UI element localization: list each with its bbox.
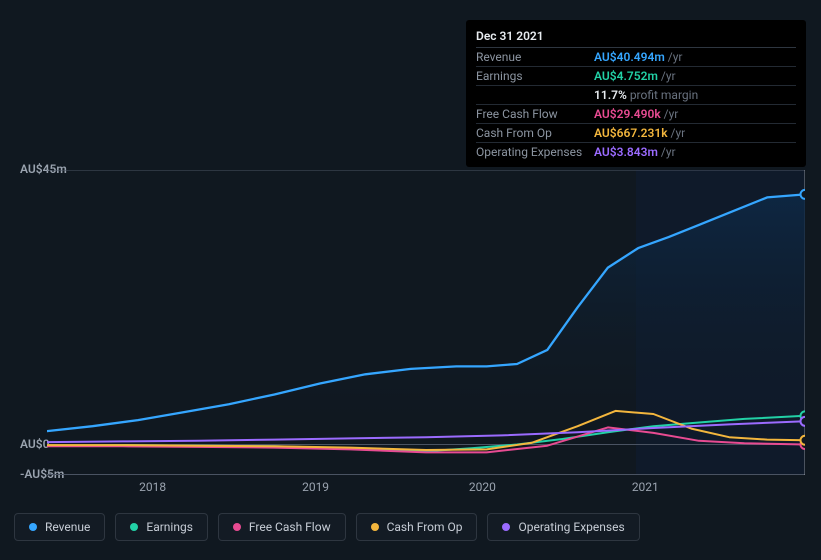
tooltip-suffix: /yr (671, 126, 686, 140)
tooltip-row: Free Cash FlowAU$29.490k/yr (476, 105, 796, 124)
chart-plot (47, 170, 805, 475)
x-axis-label: 2018 (139, 480, 166, 494)
legend-item-revenue[interactable]: Revenue (14, 513, 105, 541)
tooltip-value: AU$29.490k (594, 107, 661, 121)
tooltip-label: Free Cash Flow (476, 107, 594, 121)
legend: Revenue Earnings Free Cash Flow Cash From O… (14, 513, 807, 541)
tooltip-label: Earnings (476, 69, 594, 83)
tooltip-label: Revenue (476, 50, 594, 64)
legend-item-opex[interactable]: Operating Expenses (487, 513, 639, 541)
tooltip-value: AU$667.231k (594, 126, 668, 140)
legend-swatch (29, 523, 37, 531)
tooltip-suffix: /yr (661, 145, 676, 159)
legend-item-cfo[interactable]: Cash From Op (356, 513, 478, 541)
x-axis-label: 2021 (632, 480, 659, 494)
x-axis-label: 2019 (302, 480, 329, 494)
tooltip-suffix: /yr (664, 107, 679, 121)
tooltip-date: Dec 31 2021 (476, 26, 796, 48)
legend-swatch (502, 523, 510, 531)
legend-label: Free Cash Flow (249, 520, 331, 534)
legend-swatch (233, 523, 241, 531)
tooltip-row: RevenueAU$40.494m/yr (476, 48, 796, 67)
tooltip-value: AU$4.752m (594, 69, 658, 83)
tooltip-suffix: /yr (661, 69, 676, 83)
hover-tooltip: Dec 31 2021 RevenueAU$40.494m/yrEarnings… (466, 20, 806, 167)
legend-label: Cash From Op (387, 520, 463, 534)
tooltip-row-extra: 11.7% profit margin (476, 86, 796, 105)
tooltip-extra: 11.7% profit margin (594, 88, 698, 102)
legend-swatch (130, 523, 138, 531)
tooltip-row: EarningsAU$4.752m/yr (476, 67, 796, 86)
legend-swatch (371, 523, 379, 531)
tooltip-label: Operating Expenses (476, 145, 594, 159)
legend-item-fcf[interactable]: Free Cash Flow (218, 513, 346, 541)
legend-label: Earnings (146, 520, 193, 534)
tooltip-row: Cash From OpAU$667.231k/yr (476, 124, 796, 143)
tooltip-rows: RevenueAU$40.494m/yrEarningsAU$4.752m/yr… (476, 48, 796, 161)
legend-label: Operating Expenses (518, 520, 624, 534)
legend-label: Revenue (45, 520, 90, 534)
y-axis-label: AU$0 (20, 437, 50, 451)
tooltip-suffix: /yr (668, 50, 683, 64)
tooltip-label: Cash From Op (476, 126, 594, 140)
x-axis-label: 2020 (469, 480, 496, 494)
x-axis-labels: 2018 2019 2020 2021 (14, 480, 805, 500)
legend-item-earnings[interactable]: Earnings (115, 513, 208, 541)
tooltip-value: AU$40.494m (594, 50, 665, 64)
tooltip-value: AU$3.843m (594, 145, 658, 159)
tooltip-row: Operating ExpensesAU$3.843m/yr (476, 143, 796, 161)
